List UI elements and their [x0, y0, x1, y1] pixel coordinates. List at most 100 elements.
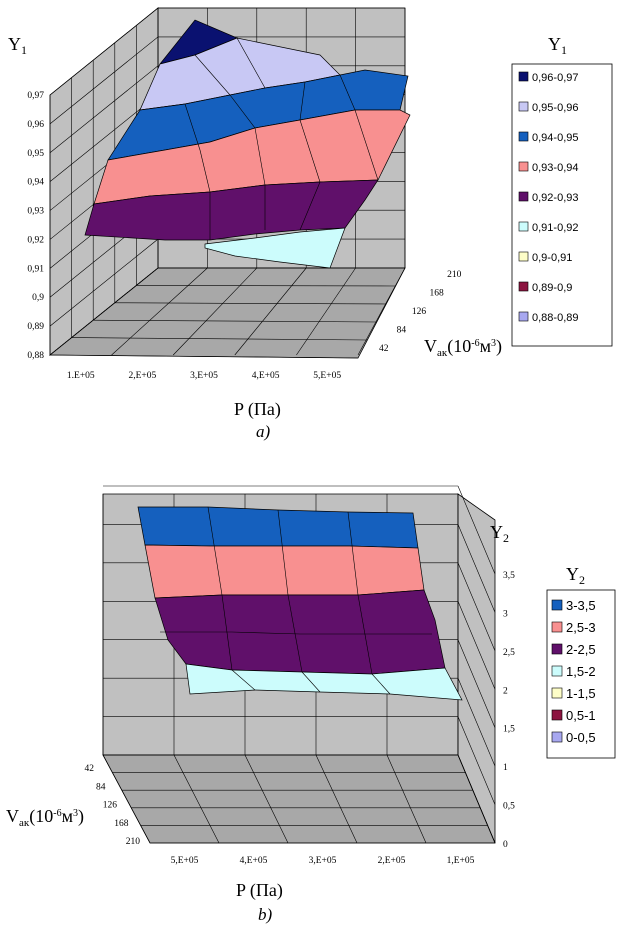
surface-mesh-line	[299, 119, 321, 183]
floor-gridline	[315, 754, 358, 844]
x-tick-label: 4,E+05	[240, 856, 268, 866]
z-tick-label: 0	[503, 840, 508, 850]
z-axis-title: Y2	[490, 522, 509, 545]
surface-mesh-line	[229, 94, 256, 129]
x-tick-label: 1.E+05	[67, 371, 95, 381]
legend-swatch	[551, 731, 563, 743]
surface-band	[185, 663, 463, 701]
surface-mesh-line	[339, 74, 356, 111]
legend-swatch	[518, 251, 529, 262]
floor-gridline	[386, 754, 427, 844]
z-tick-label: 0,96	[27, 120, 44, 130]
z-tick-label: 2	[503, 686, 508, 696]
surface-mesh-line	[301, 671, 321, 693]
depth-tick-label: 168	[429, 289, 444, 299]
depth-tick-label: 168	[114, 819, 129, 829]
side-gridline	[457, 601, 496, 690]
z-tick-label: 1,5	[503, 725, 515, 735]
depth-tick-label: 126	[412, 307, 427, 317]
legend-swatch	[551, 687, 563, 699]
x-tick-label: 3,E+05	[309, 856, 337, 866]
surface-mesh-line	[184, 103, 201, 151]
z-tick-label: 0,91	[27, 264, 44, 274]
legend-label: 0,91-0,92	[532, 222, 578, 234]
legend-swatch	[551, 621, 563, 633]
legend-title: Y1	[548, 34, 567, 57]
legend-label: 0,92-0,93	[532, 192, 578, 204]
panel-caption: a)	[256, 422, 271, 441]
surface-mesh-line	[236, 37, 266, 89]
side-gridline	[457, 716, 496, 805]
z-tick-label: 0,5	[503, 802, 515, 812]
depth-axis-title: Vак(10-6м3)	[6, 806, 84, 829]
legend-label: 0-0,5	[566, 730, 596, 745]
depth-gridline	[71, 337, 368, 341]
surface-mesh-line	[277, 509, 289, 596]
side-gridline	[457, 562, 496, 651]
surface-mesh-line	[371, 673, 391, 695]
z-tick-label: 0,95	[27, 149, 44, 159]
surface-mesh-line	[231, 631, 301, 635]
legend-label: 0,9-0,91	[532, 252, 572, 264]
tick-labels: 0 0,5 1 1,5 2 2,5 3 3,5 5,E+05 4,E+05 3,E+05 2,E+05…	[85, 571, 516, 866]
z-tick-label: 3	[503, 609, 508, 619]
x-tick-label: 5,E+05	[313, 371, 341, 381]
surface-mesh-line	[299, 181, 321, 231]
legend-label: 0,88-0,89	[532, 312, 578, 324]
x-axis-title: P (Па)	[236, 880, 283, 901]
tick-labels: 0,88 0,89 0,9 0,91 0,92 0,93 0,94 0,95 0,96 0,97 1…	[27, 91, 461, 381]
legend-swatch	[518, 101, 529, 112]
surface	[84, 19, 411, 269]
floor	[102, 754, 496, 844]
legend: 3-3,5 2,5-3 2-2,5 1,5-2 1-1,5 0,5-1 0-0,5	[551, 598, 596, 745]
legend-swatch	[551, 665, 563, 677]
floor-gridline	[102, 754, 151, 844]
legend-title: Y2	[566, 564, 585, 587]
surface-mesh-line	[221, 594, 233, 671]
legend-label: 0,89-0,9	[532, 282, 572, 294]
legend-swatch	[518, 191, 529, 202]
legend-label: 2,5-3	[566, 620, 596, 635]
z-axis-title: Y1	[8, 34, 27, 57]
depth-axis-title: Vак(10-6м3)	[424, 336, 502, 359]
x-tick-label: 2,E+05	[129, 371, 157, 381]
chart-a: 0,88 0,89 0,9 0,91 0,92 0,93 0,94 0,95 0,96 0,97 1…	[8, 7, 613, 441]
surface-mesh-line	[357, 594, 373, 675]
x-tick-label: 5,E+05	[171, 856, 199, 866]
surface-mesh-line	[207, 506, 223, 596]
z-tick-label: 0,88	[27, 351, 44, 361]
legend-label: 2-2,5	[566, 642, 596, 657]
legend-label: 1-1,5	[566, 686, 596, 701]
floor-gridline	[457, 754, 496, 844]
surface-mesh-line	[231, 669, 256, 691]
surface-mesh-line	[199, 149, 211, 193]
depth-tick-label: 210	[447, 270, 462, 280]
surface-mesh-line	[194, 54, 231, 96]
depth-tick-label: 42	[85, 764, 95, 774]
side-gridline	[457, 485, 496, 575]
z-tick-label: 0,9	[32, 293, 44, 303]
x-tick-label: 4,E+05	[252, 371, 280, 381]
surface-band	[204, 227, 346, 269]
legend-label: 0,96-0,97	[532, 72, 578, 84]
legend-swatch	[518, 311, 529, 322]
x-tick-label: 2,E+05	[378, 856, 406, 866]
surface-mesh-line	[354, 109, 379, 181]
surface-mesh-line	[287, 594, 303, 673]
legend-swatch	[518, 131, 529, 142]
floor-gridline	[357, 267, 406, 356]
x-tick-label: 3,E+05	[190, 371, 218, 381]
z-tick-label: 0,97	[27, 91, 44, 101]
surface-mesh-line	[254, 127, 266, 186]
legend-swatch	[518, 161, 529, 172]
side-gridline	[457, 524, 496, 613]
surface-mesh-line	[299, 81, 306, 121]
depth-gridline	[114, 302, 387, 305]
depth-tick-label: 84	[397, 325, 407, 335]
side-gridline	[457, 678, 496, 767]
z-tick-label: 0,92	[27, 235, 44, 245]
floor-gridline	[234, 267, 307, 356]
surface-band	[144, 544, 425, 599]
z-tick-label: 0,89	[27, 322, 44, 332]
legend-swatch	[551, 599, 563, 611]
